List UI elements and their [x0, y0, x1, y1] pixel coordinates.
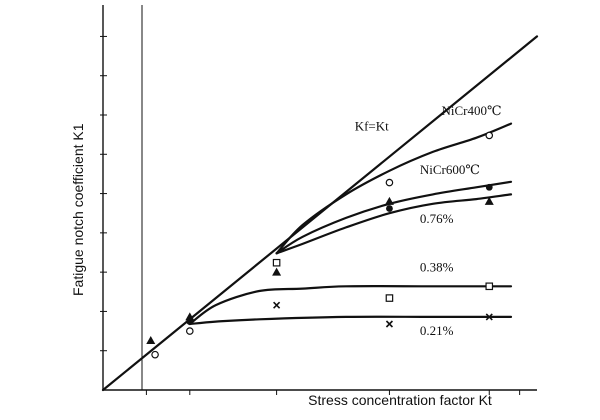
- data-point-extra: [186, 327, 194, 335]
- data-point-extra: [186, 318, 194, 326]
- data-point-0-38: [385, 294, 394, 302]
- series-line-0-76: [275, 193, 513, 255]
- data-point-0-76: [185, 312, 195, 321]
- data-point-extra: [146, 336, 156, 344]
- x-axis-label: Stress concentration factor Kt: [308, 392, 492, 408]
- axes: [100, 5, 537, 395]
- data-point-nicr400: [485, 131, 494, 140]
- data-point-0-38: [485, 282, 494, 291]
- data-point-0-76: [384, 196, 394, 205]
- data-point-0-76: [484, 196, 494, 205]
- series-line-kf-kt: [101, 35, 539, 392]
- annotation-0-76: 0.76%: [420, 211, 454, 226]
- annotation-nicr400: NiCr400℃: [442, 103, 502, 118]
- series-line-0-21: [188, 315, 513, 326]
- data-point-0-21: [273, 301, 281, 309]
- data-point-0-38: [272, 258, 281, 267]
- y-axis-label: Fatigue notch coefficient K1: [70, 123, 86, 297]
- annotation-0-38: 0.38%: [420, 259, 454, 274]
- annotations: Kf=Kt NiCr400℃ NiCr600℃ 0.76% 0.38% 0.21%: [355, 103, 502, 338]
- data-point-0-76: [272, 267, 282, 276]
- annotation-kf-kt: Kf=Kt: [355, 119, 389, 134]
- data-point-nicr400: [385, 178, 394, 187]
- data-point-extra: [151, 350, 159, 359]
- annotation-nicr600: NiCr600℃: [420, 162, 480, 177]
- series-line-nicr400: [275, 122, 513, 255]
- series-line-0-38: [188, 285, 513, 326]
- data-point-nicr600: [485, 183, 493, 191]
- annotation-0-21: 0.21%: [420, 323, 454, 338]
- series-lines: [101, 35, 539, 392]
- data-point-0-21: [485, 313, 493, 321]
- data-points: [146, 131, 494, 359]
- data-point-0-21: [385, 320, 394, 328]
- data-point-nicr600: [386, 205, 393, 212]
